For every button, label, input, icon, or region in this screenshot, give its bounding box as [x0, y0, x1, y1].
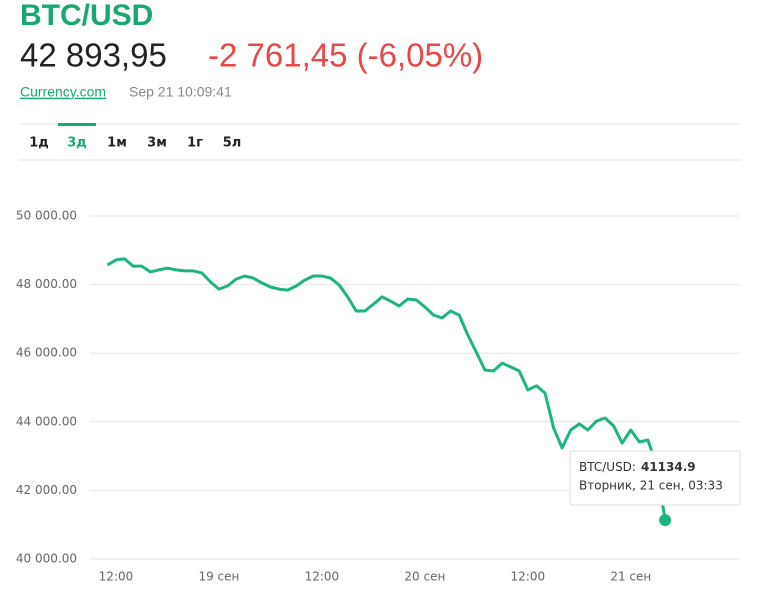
tooltip-box	[569, 450, 741, 506]
x-tick-label: 12:00	[305, 570, 340, 584]
tooltip-line: BTC/USD: 41134.9	[579, 460, 696, 474]
tab[interactable]: 1г	[187, 136, 203, 151]
change: -2 761,45 (-6,05%)	[208, 37, 483, 74]
x-tick-label: 12:00	[99, 570, 134, 584]
y-tick-label: 48 000.00	[16, 277, 77, 291]
tooltip-label: BTC/USD:	[579, 460, 636, 474]
tab[interactable]: 1м	[107, 136, 127, 151]
tooltip-date: Вторник, 21 сен, 03:33	[579, 479, 723, 493]
tab-indicator	[58, 123, 96, 126]
source-link[interactable]: Currency.com	[20, 84, 106, 100]
y-tick-label: 42 000.00	[16, 483, 77, 497]
tab[interactable]: 1д	[29, 136, 49, 151]
tooltip-value: 41134.9	[641, 460, 696, 474]
hover-point	[659, 514, 672, 527]
tab[interactable]: 5л	[223, 136, 242, 151]
y-tick-label: 50 000.00	[16, 209, 77, 223]
y-tick-label: 44 000.00	[16, 414, 77, 428]
y-tick-label: 40 000.00	[16, 552, 77, 566]
x-tick-label: 20 сен	[404, 570, 445, 584]
x-tick-label: 19 сен	[198, 570, 239, 584]
y-tick-label: 46 000.00	[16, 346, 77, 360]
x-tick-label: 21 сен	[610, 570, 651, 584]
tab[interactable]: 3д	[67, 136, 87, 151]
title: BTC/USD	[20, 0, 153, 32]
tab[interactable]: 3м	[147, 136, 167, 151]
price: 42 893,95	[20, 37, 167, 74]
timestamp: Sep 21 10:09:41	[129, 84, 232, 100]
price-line	[106, 257, 667, 521]
x-tick-label: 12:00	[511, 570, 546, 584]
